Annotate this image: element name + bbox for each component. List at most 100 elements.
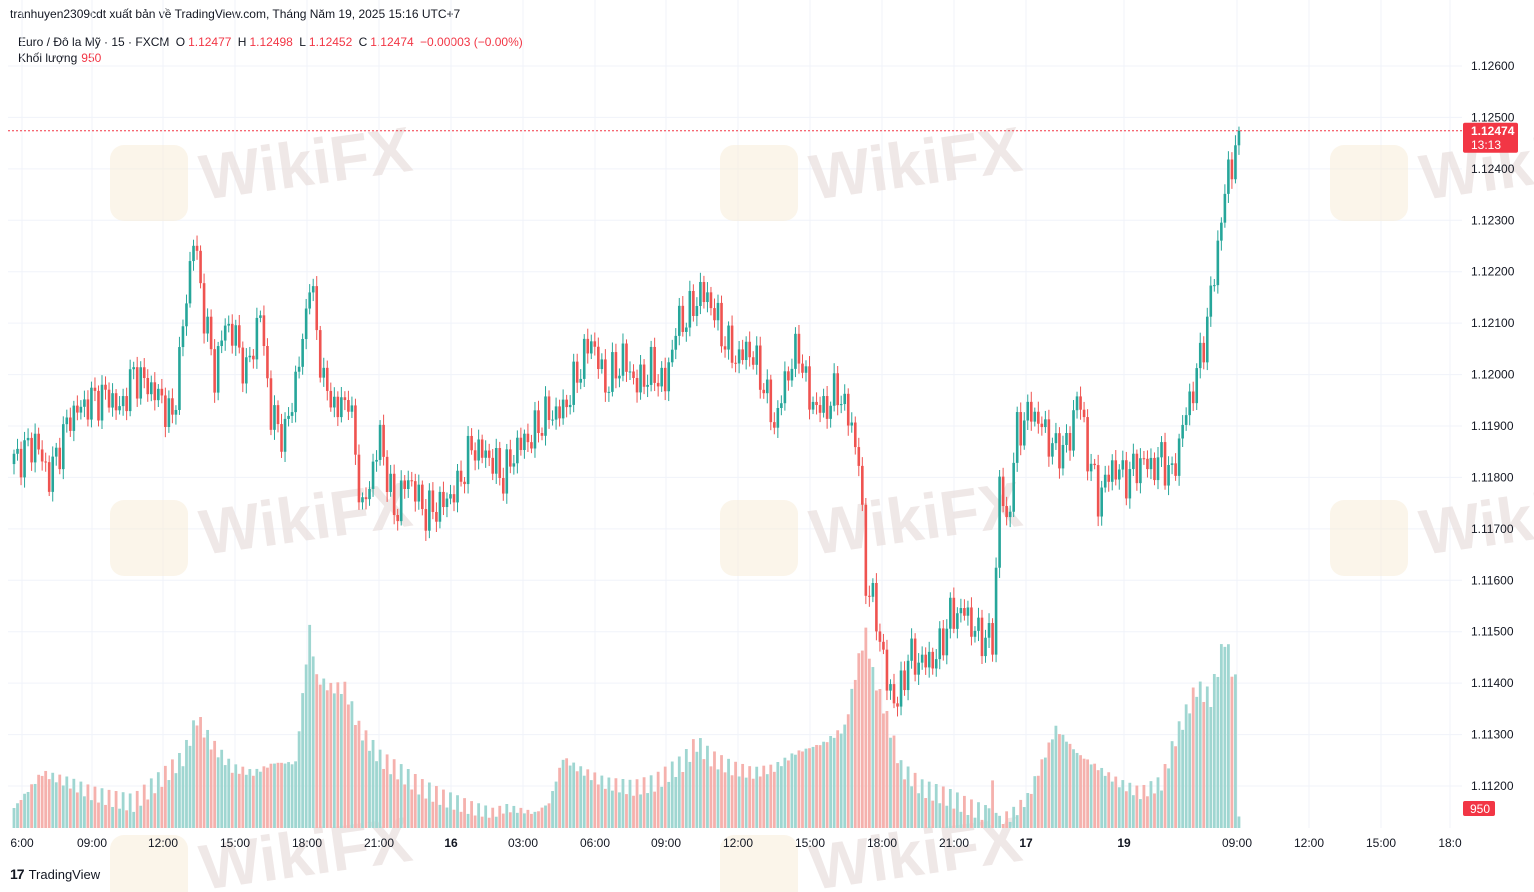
candle-body xyxy=(1107,474,1111,482)
candle-body xyxy=(843,393,847,405)
candle-body xyxy=(149,382,153,395)
candle-body xyxy=(586,338,590,354)
candle-body xyxy=(861,465,864,505)
candle-body xyxy=(727,325,730,350)
candle-body xyxy=(336,396,340,418)
candle-body xyxy=(663,367,667,392)
volume-bar xyxy=(491,807,495,828)
volume-bar xyxy=(111,806,114,828)
candle-body xyxy=(1125,460,1128,499)
volume-bar xyxy=(695,751,699,828)
volume-bar xyxy=(699,738,702,828)
candle-body xyxy=(688,290,692,328)
candle-body xyxy=(1156,457,1160,481)
volume-bar xyxy=(1124,791,1128,828)
candle-body xyxy=(765,379,769,394)
price-tick-label: 1.11200 xyxy=(1471,779,1514,793)
candle-body xyxy=(653,346,656,383)
tradingview-logo[interactable]: 17 TradingView xyxy=(10,866,100,882)
volume-bar xyxy=(100,788,104,828)
volume-bar xyxy=(420,779,424,828)
volume-label[interactable]: Khối lượng xyxy=(18,51,78,65)
volume-bar xyxy=(987,808,991,828)
volume-bar xyxy=(691,739,695,828)
volume-bar xyxy=(875,690,878,828)
volume-bar xyxy=(917,793,921,828)
candle-body xyxy=(245,357,248,384)
volume-bar xyxy=(660,786,664,828)
symbol-name[interactable]: Euro / Đô la Mỹ · 15 · FXCM xyxy=(18,35,170,49)
volume-bar xyxy=(924,798,928,828)
volume-bar xyxy=(797,750,801,828)
candle-body xyxy=(167,398,171,427)
candle-body xyxy=(1149,457,1153,470)
volume-bar xyxy=(389,774,393,828)
close-label: C xyxy=(358,35,368,49)
candle-body xyxy=(780,403,783,409)
volume-bar xyxy=(621,779,625,828)
candle-body xyxy=(304,308,308,340)
price-tick-label: 1.12000 xyxy=(1471,368,1515,382)
candle-body xyxy=(361,497,364,503)
candle-body xyxy=(1022,420,1026,446)
volume-bar xyxy=(248,769,252,828)
volume-bar xyxy=(530,813,533,828)
candle-body xyxy=(1177,438,1181,476)
volume-bar xyxy=(79,781,83,828)
candle-body xyxy=(216,346,220,393)
candle-body xyxy=(452,494,456,503)
volume-bar xyxy=(871,667,875,828)
volume-bar xyxy=(399,764,403,828)
volume-bar xyxy=(1156,777,1160,828)
candle-body xyxy=(1160,442,1163,458)
time-tick-label: 09:00 xyxy=(77,836,107,850)
volume-bar xyxy=(734,761,737,828)
candle-body xyxy=(934,659,938,669)
volume-bar xyxy=(206,729,209,828)
candle-body xyxy=(364,497,368,500)
candle-body xyxy=(667,362,671,392)
volume-bar xyxy=(153,793,157,828)
volume-bar xyxy=(1054,725,1058,828)
volume-bar xyxy=(720,755,723,828)
volume-bar xyxy=(688,761,692,828)
candle-body xyxy=(959,608,963,614)
candle-body xyxy=(994,567,998,655)
volume-bar xyxy=(829,735,833,828)
candle-body xyxy=(561,399,565,419)
candle-body xyxy=(421,484,424,510)
candle-body xyxy=(121,396,125,407)
candle-body xyxy=(1163,442,1167,486)
candle-body xyxy=(818,405,822,413)
time-tick-label: 19 xyxy=(1117,836,1131,850)
candle-body xyxy=(787,371,790,381)
volume-bar xyxy=(1121,780,1125,828)
candle-body xyxy=(368,488,371,500)
volume-bar xyxy=(202,737,206,828)
volume-bar xyxy=(142,784,146,828)
volume-bar xyxy=(322,678,326,828)
volume-bar xyxy=(787,760,790,828)
volume-bar xyxy=(139,805,143,828)
candle-body xyxy=(639,364,642,393)
candle-body xyxy=(392,473,396,515)
candle-body xyxy=(51,456,55,492)
volume-bar xyxy=(125,810,129,828)
candle-body xyxy=(1121,460,1125,470)
price-tick-label: 1.11700 xyxy=(1471,522,1514,536)
time-tick-label: 09:00 xyxy=(1222,836,1252,850)
candle-body xyxy=(1213,285,1216,287)
wikifx-logo-icon xyxy=(720,145,798,221)
volume-bar xyxy=(466,813,470,828)
time-tick-label: 15:00 xyxy=(1366,836,1396,850)
candle-body xyxy=(801,363,804,373)
candle-body xyxy=(1181,424,1184,439)
time-tick-label: 18:00 xyxy=(292,836,322,850)
volume-bar xyxy=(635,779,639,828)
volume-bar xyxy=(61,785,65,828)
price-axis: 1.12600 1.12500 1.12400 1.12300 1.12200 1.121… xyxy=(1471,59,1515,793)
tradingview-wordmark: TradingView xyxy=(28,866,101,882)
candle-body xyxy=(107,389,111,408)
volume-bar xyxy=(47,779,51,828)
